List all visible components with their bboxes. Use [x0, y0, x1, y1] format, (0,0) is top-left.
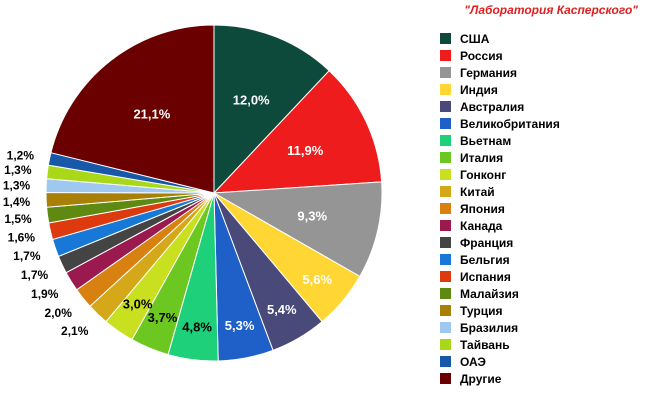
pie-chart: 12,0% 11,9% 9,3% 5,6% 5,4% 5,3% 4,8% 3,7%3,0% 2,…: [3, 24, 383, 362]
legend-label: Тайвань: [460, 337, 510, 352]
legend-item-оаэ: ОАЭ: [440, 353, 560, 370]
data-label-бразилия: 1,3%: [3, 179, 31, 193]
legend-label: Вьетнам: [460, 133, 512, 148]
legend-item-испания: Испания: [440, 268, 560, 285]
legend-item-бельгия: Бельгия: [440, 251, 560, 268]
legend-item-вьетнам: Вьетнам: [440, 132, 560, 149]
legend-swatch: [440, 373, 451, 384]
legend-swatch: [440, 288, 451, 299]
data-label-россия: 11,9%: [287, 143, 324, 158]
legend-swatch: [440, 67, 451, 78]
legend-swatch: [440, 305, 451, 316]
legend-item-гонконг: Гонконг: [440, 166, 560, 183]
legend-label: Испания: [460, 269, 511, 284]
legend-label: Великобритания: [460, 116, 560, 131]
legend-item-россия: Россия: [440, 47, 560, 64]
legend-swatch: [440, 101, 451, 112]
legend-label: Бразилия: [460, 320, 519, 335]
legend-label: Япония: [460, 201, 505, 216]
pie-slice-другие: [50, 24, 215, 194]
legend-label: ОАЭ: [460, 354, 486, 369]
legend-swatch: [440, 271, 451, 282]
legend-label: Россия: [460, 48, 503, 63]
legend-swatch: [440, 220, 451, 231]
legend-label: Бельгия: [460, 252, 510, 267]
source-label: "Лаборатория Касперского": [464, 3, 638, 17]
legend-label: Другие: [460, 371, 502, 386]
legend-swatch: [440, 322, 451, 333]
pie-slice-сша: [213, 24, 330, 195]
legend-item-япония: Япония: [440, 200, 560, 217]
legend-label: Индия: [460, 82, 498, 97]
legend-label: Австралия: [460, 99, 525, 114]
data-label-канада: 1,9%: [31, 287, 59, 301]
data-label-гонконг: 3,0%: [123, 297, 153, 312]
legend-swatch: [440, 237, 451, 248]
legend-swatch: [440, 135, 451, 146]
legend-swatch: [440, 186, 451, 197]
legend-label: Германия: [460, 65, 518, 80]
legend-item-тайвань: Тайвань: [440, 336, 560, 353]
legend-item-франция: Франция: [440, 234, 560, 251]
legend-item-австралия: Австралия: [440, 98, 560, 115]
legend-swatch: [440, 254, 451, 265]
data-label-австралия: 5,4%: [267, 302, 297, 317]
legend-label: Малайзия: [460, 286, 519, 301]
legend-item-германия: Германия: [440, 64, 560, 81]
legend-item-сша: США: [440, 30, 560, 47]
legend-item-бразилия: Бразилия: [440, 319, 560, 336]
legend-item-китай: Китай: [440, 183, 560, 200]
data-label-турция: 1,4%: [3, 195, 31, 209]
legend-swatch: [440, 339, 451, 350]
data-label-великобритания: 5,3%: [225, 318, 255, 333]
legend-swatch: [440, 33, 451, 44]
pie-labels: 12,0% 11,9% 9,3% 5,6% 5,4% 5,3% 4,8% 3,7%3,0% 2,…: [3, 92, 333, 338]
legend-label: США: [460, 31, 490, 46]
data-label-испания: 1,6%: [8, 230, 36, 244]
data-label-китай: 2,1%: [61, 324, 89, 338]
legend-swatch: [440, 152, 451, 163]
legend-label: Канада: [460, 218, 503, 233]
data-label-оаэ: 1,2%: [7, 148, 35, 162]
legend-item-другие: Другие: [440, 370, 560, 387]
legend-label: Турция: [460, 303, 503, 318]
data-label-сша: 12,0%: [233, 92, 270, 107]
pie-slices: [45, 24, 383, 362]
legend-item-индия: Индия: [440, 81, 560, 98]
data-label-тайвань: 1,3%: [4, 163, 32, 177]
pie-slice-россия: [212, 70, 383, 194]
legend-swatch: [440, 84, 451, 95]
legend-swatch: [440, 203, 451, 214]
legend-label: Китай: [460, 184, 495, 199]
legend-swatch: [440, 169, 451, 180]
legend-item-канада: Канада: [440, 217, 560, 234]
legend-swatch: [440, 50, 451, 61]
data-label-бельгия: 1,7%: [13, 249, 41, 263]
legend-item-италия: Италия: [440, 149, 560, 166]
data-label-малайзия: 1,5%: [4, 212, 32, 226]
legend-label: Франция: [460, 235, 514, 250]
legend-swatch: [440, 356, 451, 367]
data-label-другие: 21,1%: [133, 107, 170, 122]
legend-swatch: [440, 118, 451, 129]
pie-slice-германия: [212, 181, 383, 278]
legend-label: Италия: [460, 150, 504, 165]
data-label-индия: 5,6%: [302, 272, 332, 287]
data-label-италия: 3,7%: [148, 310, 178, 325]
legend-item-малайзия: Малайзия: [440, 285, 560, 302]
data-label-германия: 9,3%: [297, 209, 327, 224]
data-label-вьетнам: 4,8%: [182, 319, 212, 334]
data-label-япония: 2,0%: [45, 306, 73, 320]
legend: США Россия Германия Индия Австралия Великобри…: [440, 30, 560, 387]
legend-label: Гонконг: [460, 167, 507, 182]
legend-item-великобритания: Великобритания: [440, 115, 560, 132]
data-label-франция: 1,7%: [21, 268, 49, 282]
legend-item-турция: Турция: [440, 302, 560, 319]
